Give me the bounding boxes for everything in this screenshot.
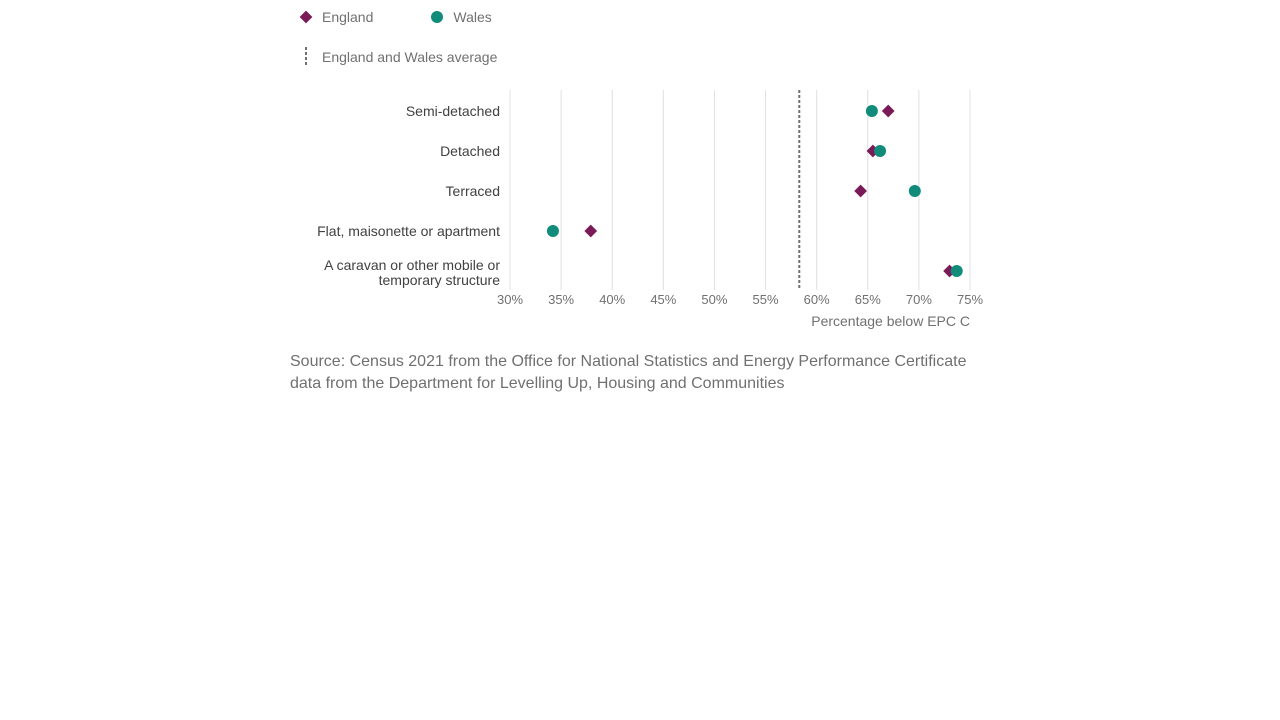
dashed-line-icon (290, 47, 322, 67)
wales-point (950, 265, 963, 277)
x-tick-label: 55% (753, 292, 779, 307)
wales-point (865, 105, 878, 117)
legend: England Wales (290, 7, 540, 27)
legend-label-wales: Wales (453, 9, 492, 25)
category-label: temporary structure (379, 272, 501, 288)
category-label: A caravan or other mobile or (324, 257, 500, 273)
category-label: Semi-detached (406, 103, 500, 119)
england-point (854, 184, 867, 198)
x-tick-label: 30% (497, 292, 523, 307)
legend-label-average: England and Wales average (322, 49, 498, 65)
england-point (584, 224, 598, 238)
x-tick-label: 60% (804, 292, 830, 307)
category-label: Terraced (446, 183, 500, 199)
diamond-marker-icon (290, 7, 322, 27)
x-tick-label: 75% (957, 292, 983, 307)
x-tick-label: 45% (650, 292, 676, 307)
x-tick-label: 70% (906, 292, 932, 307)
wales-point (546, 225, 559, 237)
x-axis-title: Percentage below EPC C (811, 313, 970, 329)
circle-marker-icon (421, 7, 453, 27)
x-tick-label: 50% (701, 292, 727, 307)
legend-item-wales: Wales (421, 7, 492, 27)
england-point (881, 104, 895, 118)
x-tick-label: 35% (548, 292, 574, 307)
category-label: Flat, maisonette or apartment (317, 223, 500, 239)
category-label: Detached (440, 143, 500, 159)
x-tick-label: 65% (855, 292, 881, 307)
legend-label-england: England (322, 9, 374, 25)
x-tick-label: 40% (599, 292, 625, 307)
legend-item-england: England (290, 7, 373, 27)
wales-point (874, 145, 887, 157)
dot-plot: 30% 35% 40% 45% 50% 55% 60% 65% 70% 75% Percentage… (317, 90, 983, 329)
wales-point (908, 185, 921, 197)
legend-item-average: England and Wales average (290, 47, 497, 67)
source-note: Source: Census 2021 from the Office for … (290, 353, 967, 392)
legend-average: England and Wales average (290, 47, 545, 67)
